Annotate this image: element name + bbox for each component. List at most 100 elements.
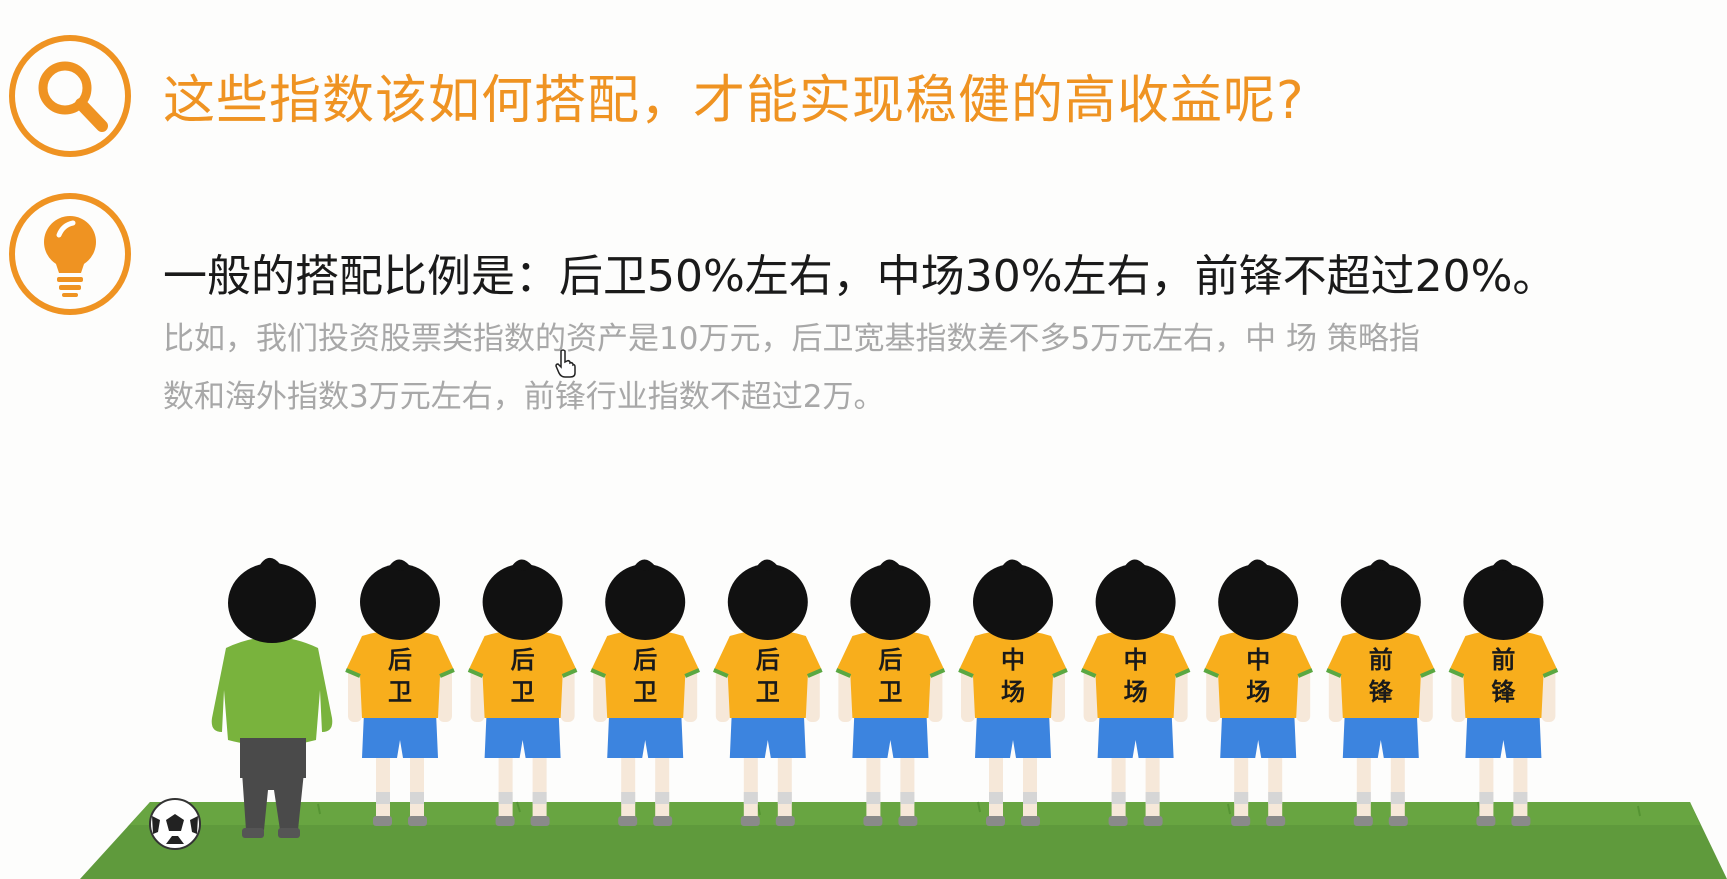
player-arm bbox=[1418, 664, 1433, 722]
player-shoe bbox=[495, 816, 515, 826]
player-hair-tuft bbox=[510, 559, 533, 571]
player-shoe bbox=[1021, 816, 1040, 826]
player-arm bbox=[1083, 664, 1098, 722]
player-sleeve-trim bbox=[835, 668, 852, 678]
player-sock bbox=[1479, 792, 1494, 804]
question-title: 这些指数该如何搭配，才能实现稳健的高收益呢? bbox=[163, 71, 1305, 131]
player-sleeve-trim bbox=[590, 668, 606, 678]
player-sock bbox=[1268, 792, 1283, 804]
player-leg bbox=[1111, 750, 1126, 820]
player-sock bbox=[743, 792, 758, 804]
allocation-example-line-2: 数和海外指数3万元左右，前锋行业指数不超过2万。 bbox=[163, 379, 885, 415]
player-shorts bbox=[852, 712, 929, 758]
player-hair-tuft bbox=[1246, 559, 1269, 571]
player-jersey bbox=[1326, 630, 1435, 718]
player-hair-tuft bbox=[388, 559, 410, 571]
jersey-label-bottom: 卫 bbox=[878, 678, 902, 706]
player-sock bbox=[376, 792, 390, 804]
player-sleeve-trim bbox=[684, 668, 700, 678]
jersey-label-bottom: 卫 bbox=[511, 678, 535, 706]
player-shoe bbox=[1511, 816, 1531, 826]
jersey-label-bottom: 卫 bbox=[756, 678, 780, 706]
jersey-label-bottom: 场 bbox=[1124, 678, 1148, 706]
player-head bbox=[727, 564, 808, 640]
player-arm bbox=[593, 664, 608, 722]
player-sock bbox=[1356, 792, 1371, 804]
player-shoe bbox=[1476, 816, 1496, 826]
player-arm bbox=[470, 664, 485, 722]
player-leg bbox=[900, 750, 915, 820]
player-shorts bbox=[1097, 712, 1174, 758]
jersey-label-bottom: 锋 bbox=[1491, 678, 1516, 706]
player-sleeve-trim bbox=[1080, 668, 1097, 678]
player-jersey bbox=[346, 630, 454, 718]
player-leg bbox=[777, 750, 792, 820]
player-arm bbox=[1173, 664, 1188, 722]
player-leg bbox=[1479, 750, 1494, 820]
player-sleeve-trim bbox=[561, 668, 578, 678]
player-shoe bbox=[740, 816, 760, 826]
player-sock bbox=[989, 792, 1003, 804]
player-leg bbox=[1268, 750, 1283, 820]
player-shoe bbox=[1108, 816, 1128, 826]
player-sleeve-trim bbox=[1326, 668, 1342, 678]
player-leg bbox=[1513, 750, 1528, 820]
player-figure: 前锋 bbox=[1326, 559, 1436, 826]
player-figure: 后卫 bbox=[713, 559, 823, 826]
lightbulb-icon bbox=[44, 216, 96, 297]
allocation-example-line-1: 比如，我们投资股票类指数的资产是10万元，后卫宽基指数差不多5万元左右，中 场 … bbox=[163, 321, 1420, 357]
player-arm bbox=[683, 664, 698, 722]
player-hair-tuft bbox=[1123, 559, 1146, 571]
player-shorts bbox=[1465, 712, 1542, 758]
player-sleeve-trim bbox=[1174, 668, 1191, 678]
lightbulb-icon-circle bbox=[9, 193, 131, 315]
player-sleeve-trim bbox=[1448, 668, 1465, 678]
player-sock bbox=[1234, 792, 1249, 804]
player-sleeve-trim bbox=[958, 668, 974, 678]
jersey-label-top: 前 bbox=[1491, 646, 1515, 674]
player-arm bbox=[438, 664, 452, 722]
player-jersey bbox=[959, 630, 1067, 718]
jersey-label-top: 后 bbox=[388, 646, 412, 674]
player-leg bbox=[621, 750, 636, 820]
player-hair-tuft bbox=[633, 559, 656, 571]
player-shorts bbox=[362, 712, 438, 758]
player-head bbox=[850, 564, 931, 640]
player-sock bbox=[1390, 792, 1405, 804]
player-sleeve-trim bbox=[713, 668, 729, 678]
player-sleeve-trim bbox=[1297, 668, 1313, 678]
jersey-label-top: 后 bbox=[878, 646, 902, 674]
player-shorts bbox=[1220, 712, 1297, 758]
player-jersey bbox=[1449, 630, 1558, 718]
player-sleeve-trim bbox=[929, 668, 946, 678]
jersey-label-top: 中 bbox=[1124, 646, 1148, 674]
player-shoe bbox=[653, 816, 673, 826]
player-figure: 中场 bbox=[958, 559, 1068, 826]
player-shorts bbox=[1342, 712, 1419, 758]
player-sleeve-trim bbox=[1420, 668, 1436, 678]
player-shorts bbox=[607, 712, 684, 758]
coach-figure bbox=[211, 557, 333, 838]
player-jersey bbox=[1204, 630, 1313, 718]
player-shoe bbox=[863, 816, 883, 826]
jersey-label-top: 中 bbox=[1001, 646, 1025, 674]
player-arm bbox=[838, 664, 853, 722]
player-shoe bbox=[618, 816, 638, 826]
player-arm bbox=[961, 664, 975, 722]
player-figure: 中场 bbox=[1080, 559, 1191, 826]
player-leg bbox=[1356, 750, 1371, 820]
search-icon-circle bbox=[9, 35, 131, 157]
player-head bbox=[973, 564, 1053, 640]
player-jersey bbox=[591, 630, 700, 718]
player-leg bbox=[410, 750, 424, 820]
player-sock bbox=[621, 792, 636, 804]
player-arm bbox=[715, 664, 730, 722]
player-leg bbox=[1234, 750, 1249, 820]
player-hair-tuft bbox=[1368, 559, 1391, 571]
player-shorts bbox=[975, 712, 1051, 758]
player-head bbox=[360, 564, 440, 640]
search-icon bbox=[38, 61, 108, 132]
jersey-label-top: 后 bbox=[633, 646, 657, 674]
player-sock bbox=[1023, 792, 1037, 804]
